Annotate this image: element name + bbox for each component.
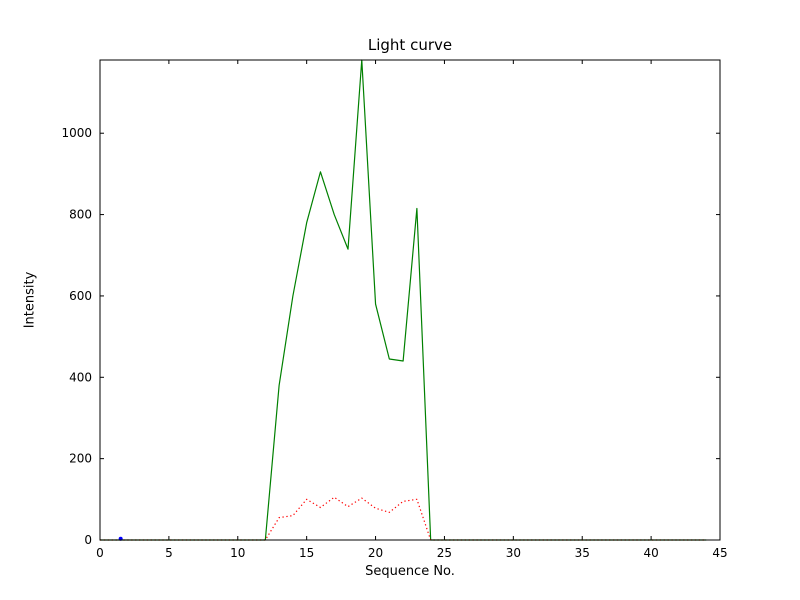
y-axis-tick-label: 200 bbox=[69, 452, 92, 466]
axes-frame bbox=[99, 59, 721, 541]
x-axis-tick-label: 0 bbox=[96, 546, 104, 560]
chart-title: Light curve bbox=[367, 36, 453, 54]
x-axis-label: Sequence No. bbox=[365, 564, 455, 579]
x-axis-tick-label: 25 bbox=[437, 546, 452, 560]
series-line-intensity-main bbox=[100, 59, 707, 541]
x-axis-tick-label: 30 bbox=[506, 546, 521, 560]
y-axis-tick-label: 400 bbox=[69, 370, 92, 384]
y-axis-tick-label: 1000 bbox=[61, 126, 92, 140]
x-axis-tick-label: 20 bbox=[368, 546, 383, 560]
series-line-intensity-secondary bbox=[100, 496, 707, 541]
x-axis-tick-label: 10 bbox=[230, 546, 245, 560]
x-axis-tick-label: 15 bbox=[299, 546, 314, 560]
y-axis-tick-label: 0 bbox=[84, 533, 92, 547]
x-axis-tick-label: 5 bbox=[165, 546, 173, 560]
x-axis-tick-label: 45 bbox=[712, 546, 727, 560]
x-axis-tick-label: 35 bbox=[575, 546, 590, 560]
x-axis-tick-label: 40 bbox=[643, 546, 658, 560]
y-axis-tick-label: 600 bbox=[69, 289, 92, 303]
y-axis-tick-label: 800 bbox=[69, 208, 92, 222]
